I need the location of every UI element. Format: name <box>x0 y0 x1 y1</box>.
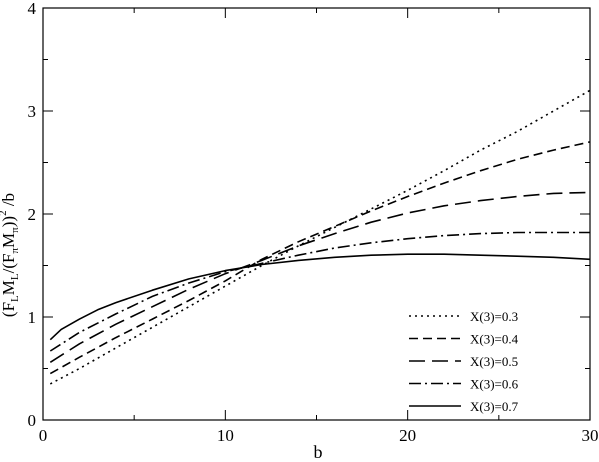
series-line-5 <box>49 253 591 341</box>
x-tick-label: 20 <box>399 426 416 445</box>
y-tick-label: 0 <box>28 411 37 430</box>
y-tick-label: 3 <box>28 102 37 121</box>
y-tick-label: 4 <box>28 0 37 18</box>
series-line-3 <box>49 191 591 363</box>
x-tick-label: 30 <box>582 426 599 445</box>
y-axis-title: (FLML/(FπMπ))2 /b <box>0 193 21 317</box>
x-tick-label: 10 <box>217 426 234 445</box>
axis-ticks: 0 10 20 30 0 1 2 3 4 <box>28 0 599 445</box>
y-tick-label: 2 <box>28 205 37 224</box>
legend-label-5: X(3)=0.7 <box>470 399 519 414</box>
legend-label-1: X(3)=0.3 <box>470 309 518 324</box>
series-line-4 <box>49 231 590 352</box>
series-line-2 <box>49 141 591 375</box>
y-tick-label: 1 <box>28 308 37 327</box>
legend: X(3)=0.3 X(3)=0.4 X(3)=0.5 X(3)=0.6 X(3)=0.7 <box>409 309 519 414</box>
x-tick-label: 0 <box>39 426 48 445</box>
series-line-1 <box>49 89 591 385</box>
legend-label-4: X(3)=0.6 <box>470 377 519 392</box>
legend-label-2: X(3)=0.4 <box>470 332 519 347</box>
legend-label-3: X(3)=0.5 <box>470 354 518 369</box>
x-axis-title: b <box>314 442 323 462</box>
